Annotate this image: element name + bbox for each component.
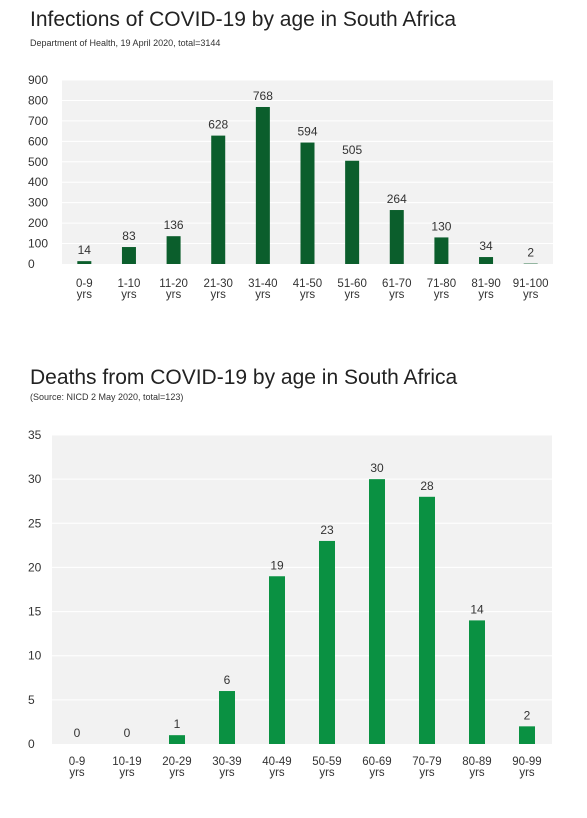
deaths-y-tick-label: 10 — [28, 649, 42, 663]
deaths-category-label: 70-79 yrs — [412, 756, 441, 779]
infections-data-label: 2 — [527, 246, 534, 260]
infections-category-label: 81-90 yrs — [471, 278, 500, 301]
infections-data-label: 83 — [122, 229, 136, 243]
deaths-y-tick-label: 35 — [28, 428, 42, 442]
infections-bar — [300, 142, 315, 264]
infections-y-tick-label: 400 — [28, 175, 48, 189]
infections-bar — [255, 106, 270, 264]
deaths-bar — [319, 540, 335, 744]
infections-category-label: 21-30 yrs — [204, 278, 233, 301]
infections-data-label: 628 — [208, 118, 228, 132]
infections-bar — [389, 210, 404, 264]
infections-category-label: 11-20 yrs — [159, 278, 188, 301]
deaths-y-tick-label: 25 — [28, 516, 42, 530]
infections-data-label: 594 — [297, 125, 317, 139]
infections-y-tick-label: 900 — [28, 73, 48, 87]
deaths-bar — [219, 691, 235, 744]
deaths-y-tick-label: 5 — [28, 693, 35, 707]
infections-bar — [77, 261, 92, 264]
deaths-bar — [169, 735, 185, 744]
deaths-y-tick-label: 20 — [28, 560, 42, 574]
infections-y-tick-label: 200 — [28, 216, 48, 230]
infections-category-label: 61-70 yrs — [382, 278, 411, 301]
deaths-data-label: 0 — [124, 726, 131, 740]
deaths-data-label: 28 — [420, 479, 434, 493]
infections-data-label: 14 — [78, 243, 92, 257]
infections-category-label: 71-80 yrs — [427, 278, 456, 301]
infections-data-label: 505 — [342, 143, 362, 157]
deaths-plot-area — [52, 435, 552, 744]
deaths-plot: 0 5 10 15 20 25 30 35 0 0-9 yrs 0 10-19 yrs 1 20-29 yrs 6… — [28, 428, 552, 779]
infections-chart-subtitle: Department of Health, 19 April 2020, tot… — [30, 38, 221, 48]
infections-bar — [211, 135, 226, 264]
infections-y-tick-label: 100 — [28, 237, 48, 251]
deaths-chart: 0 5 10 15 20 25 30 35 0 0-9 yrs 0 10-19 yrs 1 20-29 yrs 6… — [0, 358, 587, 798]
infections-y-tick-label: 300 — [28, 196, 48, 210]
infections-bar — [434, 237, 449, 264]
deaths-bar — [369, 479, 385, 744]
infections-category-label: 41-50 yrs — [293, 278, 322, 301]
infections-category-label: 51-60 yrs — [337, 278, 366, 301]
deaths-y-tick-label: 0 — [28, 737, 35, 751]
deaths-data-label: 14 — [470, 602, 484, 616]
deaths-bar — [419, 496, 435, 744]
infections-bar — [345, 160, 360, 264]
infections-data-label: 768 — [253, 89, 273, 103]
deaths-category-label: 80-89 yrs — [462, 756, 491, 779]
infections-bar — [479, 257, 494, 264]
infections-chart: 0 100 200 300 400 500 600 700 800 900 14 0-9 yrs 83 1-… — [0, 0, 587, 330]
deaths-data-label: 19 — [270, 558, 284, 572]
deaths-data-label: 30 — [370, 461, 384, 475]
deaths-category-label: 40-49 yrs — [262, 756, 291, 779]
deaths-bar — [469, 620, 485, 744]
infections-plot: 0 100 200 300 400 500 600 700 800 900 14 0-9 yrs 83 1-… — [28, 73, 553, 301]
infections-y-tick-label: 800 — [28, 93, 48, 107]
deaths-category-label: 30-39 yrs — [212, 756, 241, 779]
infections-y-tick-label: 500 — [28, 155, 48, 169]
deaths-category-label: 10-19 yrs — [112, 756, 141, 779]
deaths-data-label: 1 — [174, 717, 181, 731]
deaths-chart-title: Deaths from COVID-19 by age in South Afr… — [30, 366, 458, 389]
deaths-y-tick-label: 15 — [28, 605, 42, 619]
deaths-data-label: 2 — [524, 708, 531, 722]
infections-y-tick-label: 600 — [28, 134, 48, 148]
infections-chart-title: Infections of COVID-19 by age in South A… — [30, 8, 457, 31]
infections-category-label: 1-10 yrs — [117, 278, 140, 301]
infections-y-tick-label: 0 — [28, 257, 35, 271]
infections-data-label: 130 — [431, 219, 451, 233]
deaths-data-label: 6 — [224, 673, 231, 687]
deaths-category-label: 90-99 yrs — [512, 756, 541, 779]
infections-data-label: 264 — [387, 192, 407, 206]
deaths-category-label: 0-9 yrs — [69, 756, 86, 779]
deaths-category-label: 20-29 yrs — [162, 756, 191, 779]
infections-category-label: 91-100 yrs — [513, 278, 549, 301]
infections-data-label: 136 — [164, 218, 184, 232]
deaths-bar — [269, 576, 285, 744]
infections-bar — [166, 236, 181, 264]
deaths-y-tick-label: 30 — [28, 472, 42, 486]
deaths-data-label: 0 — [74, 726, 81, 740]
deaths-category-label: 50-59 yrs — [312, 756, 341, 779]
infections-bar — [121, 247, 136, 264]
infections-category-label: 0-9 yrs — [76, 278, 93, 301]
infections-data-label: 34 — [479, 239, 493, 253]
infections-category-label: 31-40 yrs — [248, 278, 277, 301]
infections-y-tick-label: 700 — [28, 114, 48, 128]
deaths-chart-subtitle: (Source: NICD 2 May 2020, total=123) — [30, 392, 184, 402]
deaths-data-label: 23 — [320, 523, 334, 537]
deaths-category-label: 60-69 yrs — [362, 756, 391, 779]
deaths-bar — [519, 726, 535, 744]
